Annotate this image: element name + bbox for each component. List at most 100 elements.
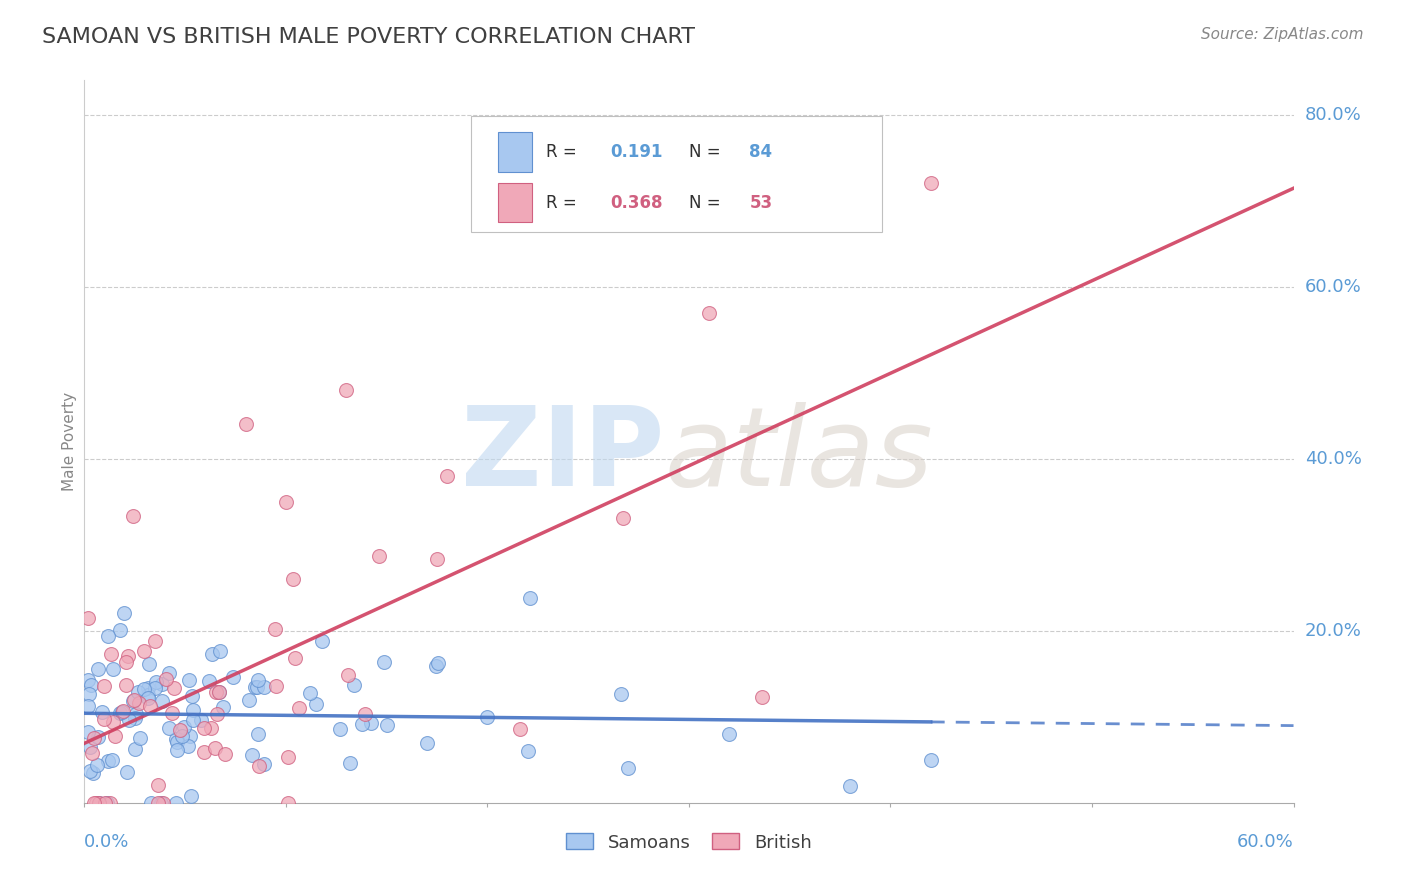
Point bbox=[373, 656, 395, 670]
Point bbox=[166, 735, 188, 749]
Text: 0.0%: 0.0% bbox=[84, 833, 129, 851]
Point bbox=[246, 680, 269, 694]
Point bbox=[181, 713, 204, 727]
Point bbox=[274, 494, 297, 508]
Point bbox=[208, 685, 231, 699]
Point bbox=[163, 681, 186, 695]
Point bbox=[98, 796, 121, 810]
Point bbox=[335, 383, 357, 397]
Point bbox=[311, 634, 333, 648]
Point bbox=[83, 731, 105, 745]
FancyBboxPatch shape bbox=[498, 132, 531, 172]
Point bbox=[277, 796, 299, 810]
Point bbox=[90, 705, 112, 719]
Point bbox=[519, 591, 541, 605]
Point bbox=[96, 796, 118, 810]
Point bbox=[155, 672, 177, 686]
Point bbox=[145, 675, 167, 690]
Point bbox=[263, 622, 285, 636]
Point bbox=[207, 707, 229, 722]
Point bbox=[162, 706, 184, 720]
Point bbox=[298, 686, 321, 700]
Point bbox=[165, 731, 187, 746]
Point bbox=[179, 729, 201, 743]
Point bbox=[86, 796, 108, 810]
Point bbox=[132, 644, 155, 658]
Point bbox=[77, 673, 100, 688]
Text: 84: 84 bbox=[749, 143, 772, 161]
Point bbox=[110, 705, 132, 719]
Point bbox=[609, 687, 631, 701]
Y-axis label: Male Poverty: Male Poverty bbox=[62, 392, 77, 491]
Point bbox=[86, 730, 108, 744]
Point bbox=[87, 796, 110, 810]
Point bbox=[238, 692, 260, 706]
Point bbox=[697, 305, 720, 319]
Point bbox=[97, 630, 120, 644]
Point bbox=[253, 757, 276, 772]
Point bbox=[208, 644, 231, 658]
Text: 53: 53 bbox=[749, 194, 772, 211]
Text: 80.0%: 80.0% bbox=[1305, 105, 1361, 124]
Point bbox=[350, 717, 373, 731]
Point bbox=[159, 666, 181, 681]
Point bbox=[920, 177, 942, 191]
Point bbox=[214, 747, 236, 761]
Point bbox=[436, 469, 458, 483]
Point bbox=[337, 668, 360, 682]
Point bbox=[112, 606, 135, 620]
Point bbox=[79, 739, 101, 754]
Text: 20.0%: 20.0% bbox=[1305, 622, 1361, 640]
Point bbox=[93, 680, 115, 694]
Point bbox=[368, 549, 391, 564]
Point bbox=[200, 721, 222, 735]
Point bbox=[240, 747, 263, 762]
Point bbox=[77, 724, 100, 739]
Point bbox=[103, 662, 125, 676]
Point bbox=[264, 679, 287, 693]
Point bbox=[77, 611, 100, 625]
Point bbox=[100, 647, 122, 661]
Point bbox=[139, 796, 162, 810]
Point bbox=[80, 678, 103, 692]
Point bbox=[136, 690, 159, 705]
Point bbox=[839, 779, 862, 793]
Point bbox=[124, 742, 146, 756]
Text: R =: R = bbox=[547, 194, 582, 211]
Point bbox=[165, 796, 187, 810]
Point bbox=[82, 766, 104, 780]
Point bbox=[375, 718, 398, 732]
Point bbox=[305, 698, 328, 712]
Point bbox=[150, 796, 173, 810]
Point bbox=[343, 678, 366, 692]
Point bbox=[360, 716, 382, 731]
Point bbox=[146, 778, 169, 792]
Point bbox=[416, 735, 439, 749]
Point bbox=[111, 704, 134, 718]
Text: 60.0%: 60.0% bbox=[1305, 277, 1361, 296]
Point bbox=[108, 624, 131, 638]
Point bbox=[110, 706, 132, 720]
Point bbox=[129, 731, 152, 745]
Point bbox=[121, 508, 143, 523]
Point bbox=[128, 696, 150, 710]
Point bbox=[211, 700, 233, 714]
Point bbox=[100, 753, 122, 767]
Point bbox=[718, 727, 741, 741]
Point bbox=[253, 681, 276, 695]
Point bbox=[201, 647, 224, 661]
Text: ZIP: ZIP bbox=[461, 402, 665, 509]
Point bbox=[83, 796, 105, 810]
Point bbox=[612, 511, 634, 525]
Point bbox=[143, 634, 166, 648]
Point bbox=[104, 729, 127, 743]
Point bbox=[138, 657, 160, 671]
Point bbox=[93, 796, 115, 810]
Point bbox=[243, 681, 266, 695]
Point bbox=[181, 689, 204, 703]
Point bbox=[617, 761, 640, 775]
Point bbox=[115, 678, 138, 692]
Point bbox=[247, 673, 270, 687]
Point bbox=[124, 711, 146, 725]
Point bbox=[235, 417, 257, 432]
